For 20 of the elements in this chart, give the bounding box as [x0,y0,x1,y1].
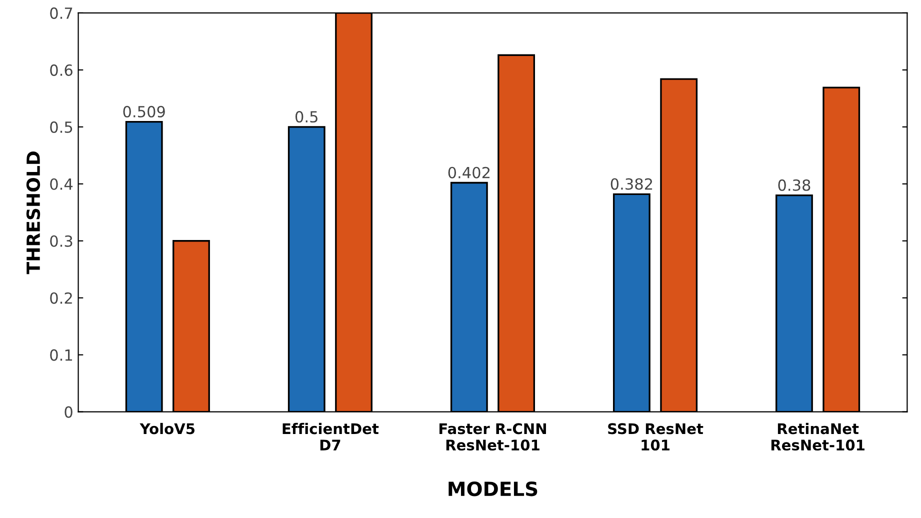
x-tick-label: RetinaNet ResNet-101 [771,422,864,451]
y-tick-label: 0.4 [50,178,73,190]
y-tick-label: 0.1 [50,349,72,361]
x-axis-title: MODELS [448,481,538,496]
x-tick-label: SSD ResNet 101 [608,423,704,451]
y-tick-label: 0.3 [50,235,72,247]
y-tick-label: 0 [64,406,72,418]
y-tick-label: 0.2 [50,292,72,304]
y-tick-label: 0.7 [50,7,72,19]
x-tick-label: Faster R-CNN ResNet-101 [440,423,546,451]
x-tick-label: YoloV5 [140,422,195,434]
data-label: 0.382 [610,178,652,190]
y-tick-label: 0.6 [50,64,72,76]
data-label: 0.5 [296,111,318,123]
y-axis-title: THRESHOLD [26,152,40,274]
data-label: 0.509 [123,106,165,118]
data-label: 0.402 [448,166,490,178]
x-tick-label: EfficientDet D7 [282,422,379,450]
data-label: 0.38 [778,179,810,191]
y-tick-label: 0.5 [50,121,72,133]
